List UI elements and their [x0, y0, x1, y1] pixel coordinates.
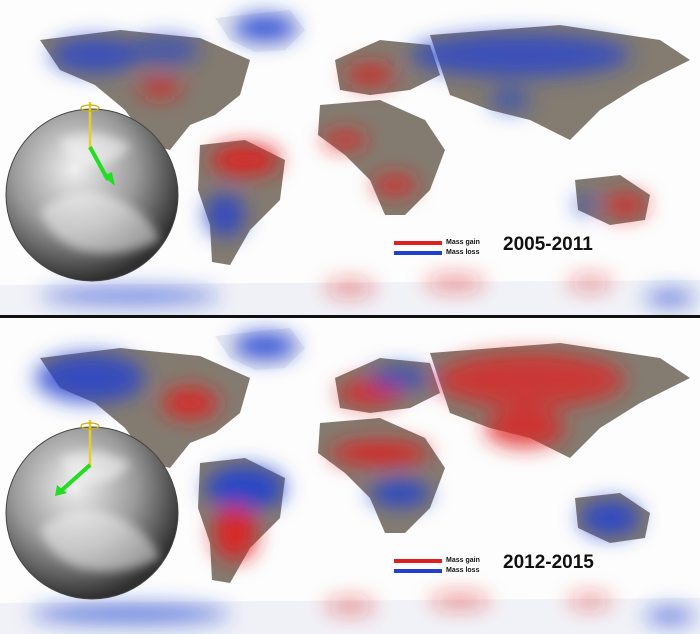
globe-inset-2012-2015 [5, 420, 179, 600]
period-label: 2012-2015 [503, 552, 594, 573]
legend: Mass gain Mass loss [394, 556, 494, 576]
gain-swatch [394, 559, 442, 563]
legend-item-gain: Mass gain [394, 556, 494, 565]
loss-region-africa [370, 479, 430, 507]
gain-region-south-africa [373, 175, 417, 195]
loss-region-europe [370, 366, 430, 390]
period-label: 2005-2011 [503, 234, 593, 255]
gain-region-south-asia [485, 408, 565, 448]
legend-item-gain: Mass gain [394, 238, 494, 247]
gain-region-north-america [138, 78, 182, 98]
legend-item-loss: Mass loss [394, 566, 494, 575]
loss-swatch [394, 251, 442, 255]
mass-change-overlay [30, 332, 695, 625]
rotation-arrow-icon [80, 104, 100, 112]
legend-label: Mass gain [446, 557, 480, 564]
loss-region-australia [575, 196, 595, 214]
panel-divider [0, 315, 700, 318]
legend-label: Mass loss [446, 567, 480, 574]
loss-region-antarctica-west [40, 287, 220, 305]
globe-inset-2005-2011 [5, 102, 179, 282]
gain-region-antarctica-3 [568, 594, 612, 608]
mass-change-overlay [40, 14, 695, 307]
africa-landmass [318, 100, 445, 215]
world-map-2005-2011 [0, 10, 700, 316]
loss-region-antarctica-west [30, 604, 230, 624]
gain-region-antarctica-2 [425, 276, 485, 290]
loss-region-amazon [205, 466, 285, 510]
legend-label: Mass loss [446, 249, 480, 256]
africa-landmass [318, 418, 445, 533]
gain-region-antarctica-2 [430, 594, 490, 608]
legend-label: Mass gain [446, 239, 480, 246]
pole-drift-arrow-icon [88, 146, 110, 181]
loss-region-greenland [233, 332, 297, 360]
gain-region-europe [345, 63, 395, 87]
gain-region-africa [330, 441, 430, 465]
gain-region-north-america [162, 387, 218, 419]
map-panel-2012-2015: Mass gain Mass loss 2012-2015 [0, 318, 700, 634]
loss-region-alaska [50, 37, 140, 73]
gain-region-antarctica-1 [325, 281, 375, 295]
gain-swatch [394, 241, 442, 245]
gain-region-amazon [210, 144, 280, 176]
gain-region-south-america [213, 505, 257, 561]
world-map-2012-2015 [0, 328, 700, 634]
loss-swatch [394, 569, 442, 573]
loss-region-antarctica-east [645, 607, 695, 625]
loss-region-south-america [205, 193, 245, 237]
legend: Mass gain Mass loss [394, 238, 494, 258]
loss-region-north-america [35, 353, 145, 403]
loss-region-south-asia [490, 88, 530, 112]
loss-region-canada [130, 35, 200, 65]
loss-region-antarctica-east [645, 289, 695, 307]
gain-region-eurasia [435, 352, 625, 408]
pole-drift-arrow-icon [60, 463, 92, 492]
gain-region-australia [603, 192, 647, 218]
gain-region-antarctica-1 [325, 599, 375, 613]
loss-region-eurasia [410, 33, 630, 77]
rotation-arrow-icon [80, 422, 100, 430]
gain-region-antarctica-3 [568, 276, 612, 290]
map-panel-2005-2011: Mass gain Mass loss 2005-2011 [0, 0, 700, 316]
gain-region-west-africa [323, 131, 367, 149]
legend-item-loss: Mass loss [394, 248, 494, 257]
loss-region-greenland [233, 14, 297, 42]
loss-region-australia [580, 500, 640, 536]
